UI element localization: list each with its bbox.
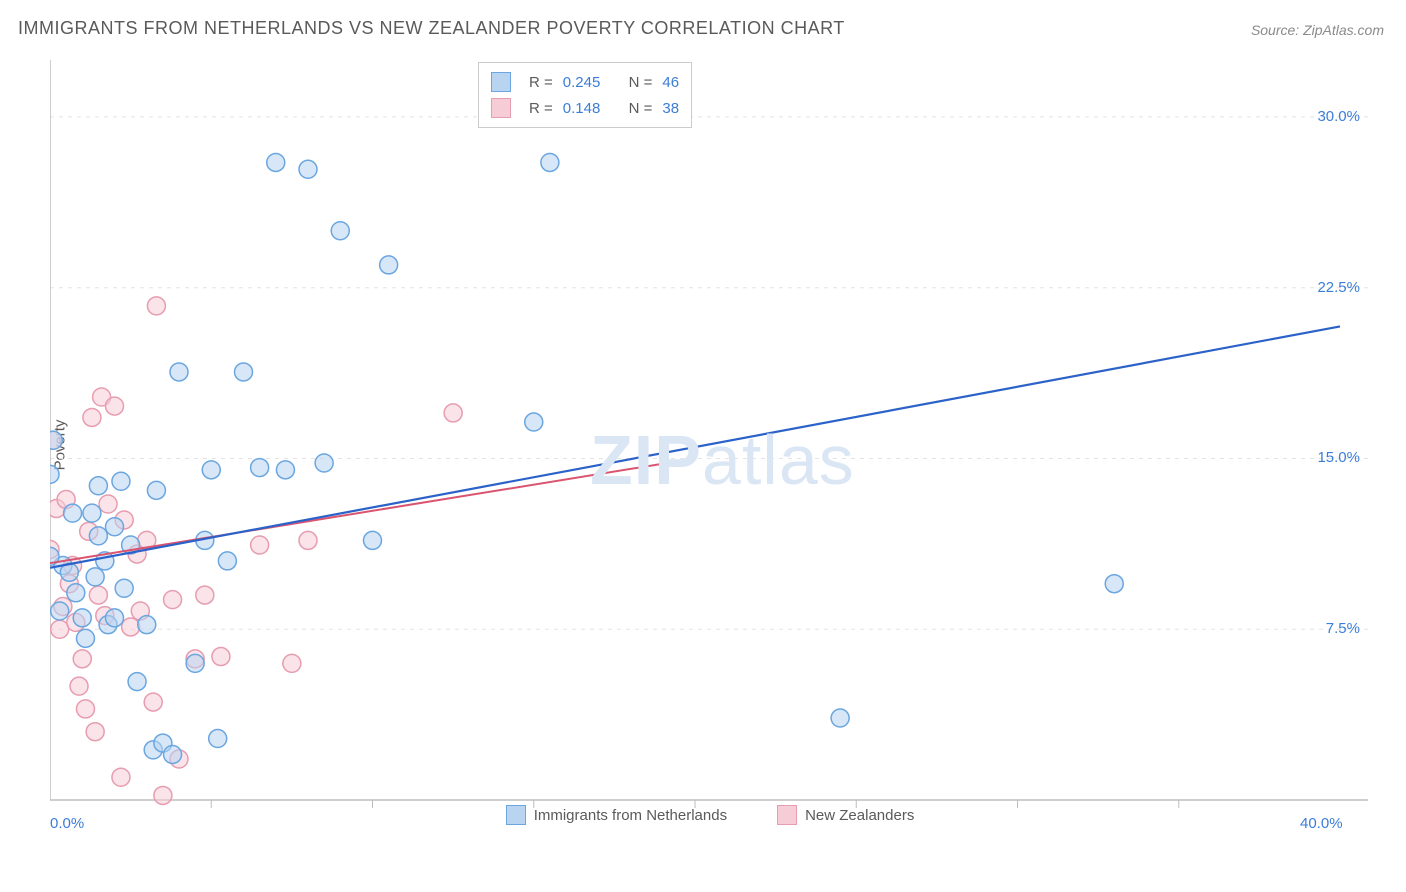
n-value: 38 (662, 100, 679, 117)
r-value: 0.245 (563, 74, 601, 91)
chart-area: Poverty ZIPatlas R =0.245 N =46R =0.148 … (50, 60, 1370, 830)
legend-label: Immigrants from Netherlands (534, 807, 727, 824)
scatter-plot (50, 60, 1370, 830)
legend-swatch (491, 98, 511, 118)
correlation-legend: R = 0.245 N = 46 R = 0.148 N = 38 (478, 62, 692, 128)
legend-item: Immigrants from Netherlands (506, 805, 727, 825)
legend-label: New Zealanders (805, 807, 914, 824)
r-label: R = (529, 100, 553, 117)
r-label: R = (529, 74, 553, 91)
series-legend: Immigrants from Netherlands New Zealander… (50, 800, 1370, 830)
legend-item: New Zealanders (777, 805, 914, 825)
n-label: N = (629, 100, 653, 117)
n-value: 46 (662, 74, 679, 91)
legend-row: R = 0.148 N = 38 (491, 95, 679, 121)
legend-row: R = 0.245 N = 46 (491, 69, 679, 95)
legend-swatch (491, 72, 511, 92)
source-label: Source: ZipAtlas.com (1251, 22, 1384, 38)
legend-swatch (777, 805, 797, 825)
y-tick-label: 7.5% (1326, 620, 1360, 637)
y-tick-label: 30.0% (1317, 108, 1360, 125)
n-label: N = (629, 74, 653, 91)
r-value: 0.148 (563, 100, 601, 117)
y-tick-label: 15.0% (1317, 449, 1360, 466)
legend-swatch (506, 805, 526, 825)
chart-title: IMMIGRANTS FROM NETHERLANDS VS NEW ZEALA… (18, 18, 845, 39)
y-tick-label: 22.5% (1317, 279, 1360, 296)
